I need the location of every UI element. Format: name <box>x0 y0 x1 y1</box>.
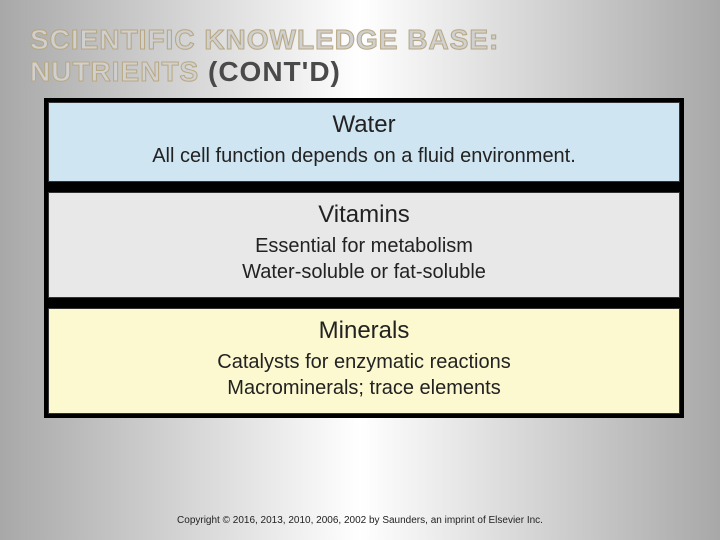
title-contd: (CONT'D) <box>208 56 341 87</box>
panel-minerals-body: Catalysts for enzymatic reactions Macrom… <box>61 349 667 401</box>
title-line-2: NUTRIENTS (CONT'D) <box>30 56 690 88</box>
panel-water-title: Water <box>61 111 667 139</box>
copyright-footer: Copyright © 2016, 2013, 2010, 2006, 2002… <box>0 515 720 526</box>
panel-vitamins-line-1: Essential for metabolism <box>61 233 667 259</box>
panel-vitamins: Vitamins Essential for metabolism Water-… <box>48 192 680 298</box>
panel-minerals-line-1: Catalysts for enzymatic reactions <box>61 349 667 375</box>
panels-container: Water All cell function depends on a flu… <box>44 98 684 418</box>
panel-minerals-title: Minerals <box>61 317 667 345</box>
panel-water-body: All cell function depends on a fluid env… <box>61 143 667 169</box>
slide-title: SCIENTIFIC KNOWLEDGE BASE: NUTRIENTS (CO… <box>30 24 690 88</box>
panel-water: Water All cell function depends on a flu… <box>48 102 680 182</box>
panel-vitamins-title: Vitamins <box>61 201 667 229</box>
panel-minerals-line-2: Macrominerals; trace elements <box>61 375 667 401</box>
panel-water-line-1: All cell function depends on a fluid env… <box>61 143 667 169</box>
panel-vitamins-body: Essential for metabolism Water-soluble o… <box>61 233 667 285</box>
panel-minerals: Minerals Catalysts for enzymatic reactio… <box>48 308 680 414</box>
title-nutrients: NUTRIENTS <box>30 56 199 87</box>
panel-vitamins-line-2: Water-soluble or fat-soluble <box>61 259 667 285</box>
title-line-1: SCIENTIFIC KNOWLEDGE BASE: <box>30 24 690 56</box>
